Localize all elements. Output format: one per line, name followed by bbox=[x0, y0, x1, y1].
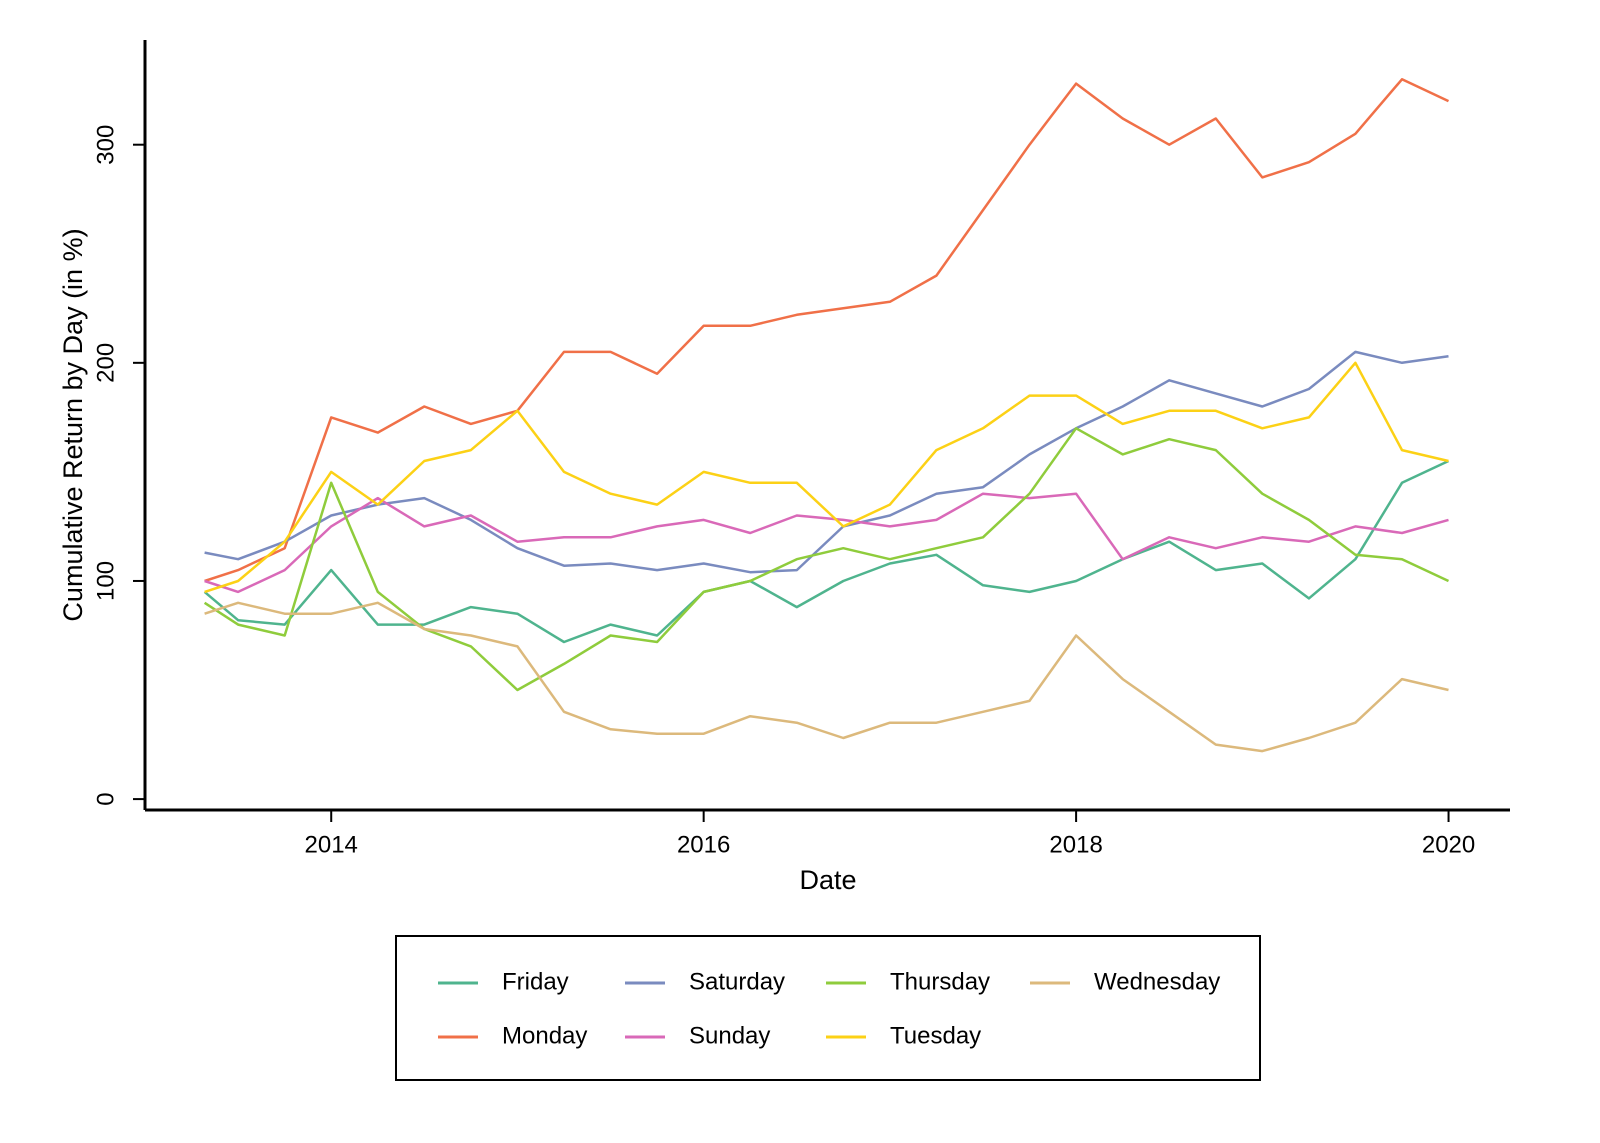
y-tick-label: 300 bbox=[92, 125, 119, 165]
x-axis-title: Date bbox=[799, 865, 856, 895]
legend-label: Tuesday bbox=[890, 1022, 981, 1049]
series-line bbox=[204, 492, 1449, 594]
y-tick-label: 0 bbox=[92, 792, 119, 805]
series-line bbox=[204, 601, 1449, 753]
x-tick-label: 2016 bbox=[677, 831, 730, 858]
series-line bbox=[204, 350, 1449, 574]
legend-label: Saturday bbox=[689, 968, 785, 995]
y-tick-label: 100 bbox=[92, 561, 119, 601]
series-line bbox=[204, 78, 1450, 583]
legend-label: Wednesday bbox=[1094, 968, 1220, 995]
legend-box bbox=[395, 935, 1261, 1081]
legend-label: Sunday bbox=[689, 1022, 770, 1049]
series-line bbox=[203, 459, 1450, 644]
series-line bbox=[203, 427, 1450, 692]
y-axis-title: Cumulative Return by Day (in %) bbox=[58, 228, 88, 621]
x-tick-label: 2014 bbox=[305, 831, 358, 858]
x-tick-label: 2020 bbox=[1422, 831, 1475, 858]
x-tick-label: 2018 bbox=[1049, 831, 1102, 858]
legend-label: Thursday bbox=[890, 968, 990, 995]
series-line bbox=[204, 361, 1449, 594]
y-tick-label: 200 bbox=[92, 343, 119, 383]
legend-label: Friday bbox=[502, 968, 569, 995]
legend-label: Monday bbox=[502, 1022, 587, 1049]
